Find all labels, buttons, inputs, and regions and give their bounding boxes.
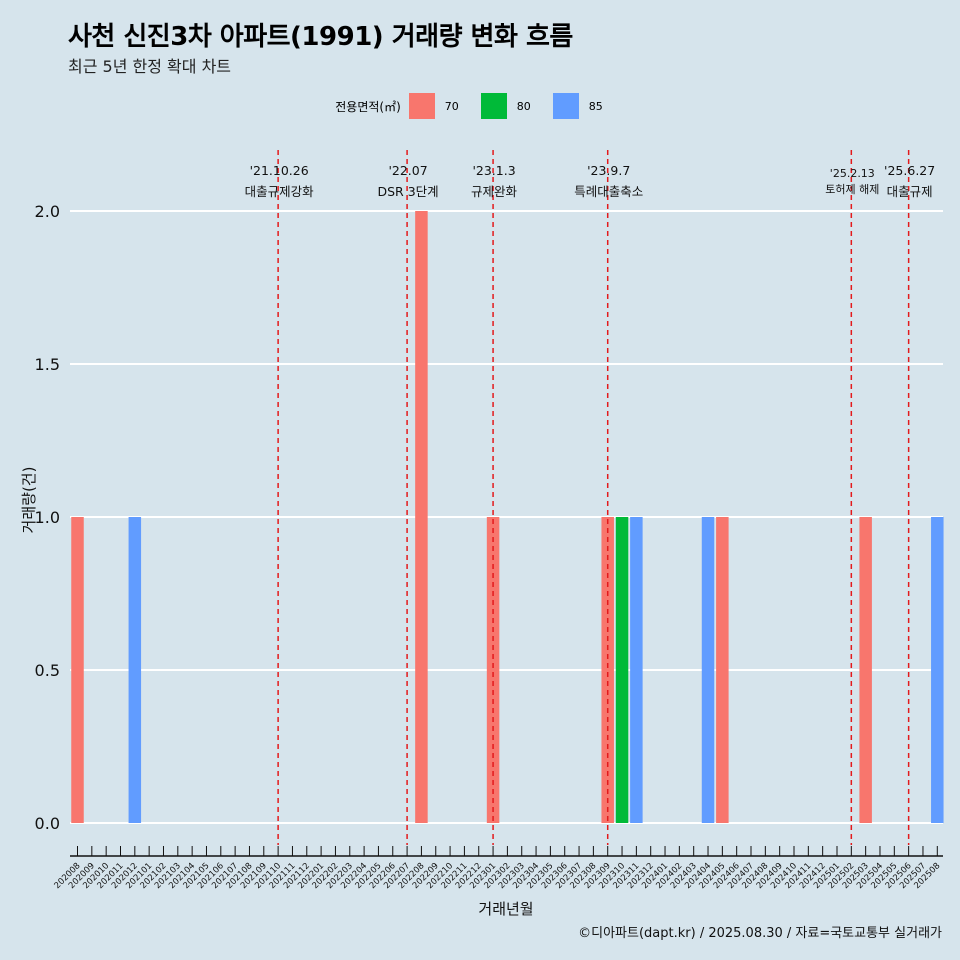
bar <box>128 517 142 823</box>
bar <box>701 517 715 823</box>
chart-subtitle: 최근 5년 한정 확대 차트 <box>68 57 232 76</box>
grid-lines <box>70 210 943 824</box>
legend-title: 전용면적(㎡) <box>335 99 401 114</box>
bar <box>630 517 643 823</box>
legend-label-70: 70 <box>444 99 459 113</box>
event-text-label: DSR 3단계 <box>378 184 439 199</box>
y-axis-title: 거래량(건) <box>20 467 38 534</box>
legend-item-80: 80 <box>480 93 545 119</box>
event-date-label: '21.10.26 <box>250 163 309 178</box>
legend-swatch-70 <box>408 93 435 119</box>
bar <box>415 211 428 823</box>
event-text-label: 토허제 해제 <box>825 182 879 196</box>
event-text-label: 대출규제강화 <box>245 184 315 199</box>
event-text-label: 규제완화 <box>471 184 518 199</box>
event-date-label: '22.07 <box>388 163 427 178</box>
y-tick-label: 0.5 <box>35 661 60 680</box>
bar <box>615 517 629 823</box>
source-caption: ©디아파트(dapt.kr) / 2025.08.30 / 자료=국토교통부 실… <box>578 926 942 941</box>
bars <box>71 211 944 823</box>
legend: 전용면적(㎡) 70 80 85 <box>0 93 960 119</box>
bar <box>71 517 84 823</box>
y-tick-label: 0.0 <box>35 814 60 833</box>
y-tick-label: 2.0 <box>35 202 60 221</box>
bar <box>716 517 729 823</box>
bar <box>859 517 872 823</box>
chart-title: 사천 신진3차 아파트(1991) 거래량 변화 흐름 <box>68 22 573 52</box>
event-text-label: 특례대출축소 <box>574 184 643 199</box>
bar <box>486 517 500 823</box>
legend-item-70: 70 <box>408 93 473 119</box>
bar <box>601 517 614 823</box>
x-axis-title: 거래년월 <box>478 900 533 918</box>
event-date-label: '23.9.7 <box>587 163 630 178</box>
y-tick-label: 1.5 <box>35 355 60 374</box>
legend-label-85: 85 <box>588 99 603 113</box>
legend-item-85: 85 <box>552 93 617 119</box>
y-tick-label: 1.0 <box>35 508 60 527</box>
event-date-label: '23.1.3 <box>472 163 515 178</box>
legend-label-80: 80 <box>516 99 531 113</box>
event-text-label: 대출규제 <box>887 184 933 199</box>
legend-swatch-80 <box>480 93 507 119</box>
bar <box>931 517 944 823</box>
event-lines: '21.10.26 대출규제강화 '22.07 DSR 3단계 '23.1.3 규제완화 '… <box>245 150 935 845</box>
event-date-label: '25.2.13 <box>830 167 875 180</box>
legend-swatch-85 <box>552 93 579 119</box>
event-date-label: '25.6.27 <box>884 163 935 178</box>
axes: 0.00.51.01.52.02020082020092020102020112… <box>20 202 943 918</box>
